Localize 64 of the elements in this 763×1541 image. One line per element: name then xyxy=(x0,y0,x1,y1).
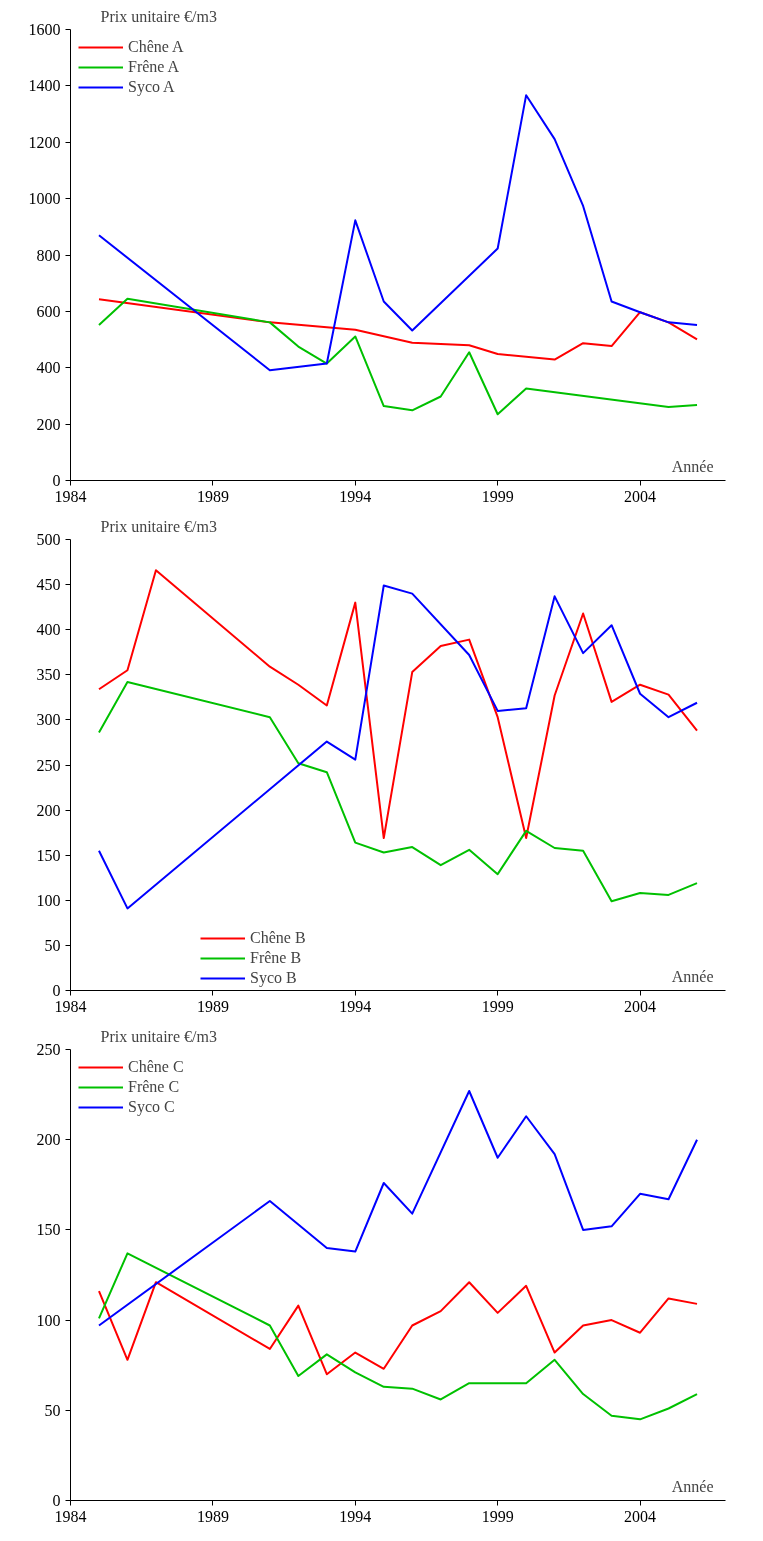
legend-label: Chêne A xyxy=(128,38,184,56)
y-tick-label: 0 xyxy=(52,472,61,489)
y-tick-label: 200 xyxy=(36,1131,61,1149)
y-tick-label: 100 xyxy=(36,891,61,909)
line-series xyxy=(97,1281,699,1376)
y-tick-label: 200 xyxy=(36,801,61,819)
y-tick-label: 1600 xyxy=(28,21,61,38)
y-tick-label: 50 xyxy=(44,1401,61,1419)
y-tick-label: 100 xyxy=(36,1311,61,1329)
x-tick-label: 1984 xyxy=(54,997,87,1015)
y-tick-label: 250 xyxy=(36,756,61,774)
x-tick-label: 1994 xyxy=(339,487,372,505)
line-series xyxy=(97,681,699,903)
legend-label: Syco B xyxy=(250,969,297,987)
y-tick-label: 200 xyxy=(36,415,61,433)
y-tick-label: 250 xyxy=(36,1041,61,1058)
y-tick-label: 400 xyxy=(36,359,61,377)
legend-label: Chêne B xyxy=(250,929,306,947)
y-tick-label: 50 xyxy=(44,936,61,954)
y-tick-label: 400 xyxy=(36,621,61,639)
y-tick-label: 150 xyxy=(36,846,61,864)
x-axis-title: Année xyxy=(671,457,714,475)
y-tick-label: 1000 xyxy=(28,190,61,208)
y-axis-title: Prix unitaire €/m3 xyxy=(100,1027,217,1045)
x-tick-label: 1989 xyxy=(196,487,229,505)
legend-label: Frêne B xyxy=(250,949,302,967)
y-tick-label: 0 xyxy=(52,1492,61,1509)
x-axis-title: Année xyxy=(671,967,714,985)
y-tick-label: 1200 xyxy=(28,133,61,151)
line-series xyxy=(97,569,699,840)
x-tick-label: 1984 xyxy=(54,1507,87,1525)
y-tick-label: 500 xyxy=(36,531,61,548)
legend-label: Frêne C xyxy=(128,1078,180,1096)
line-series xyxy=(97,297,699,416)
legend-label: Syco C xyxy=(128,1098,175,1116)
x-tick-label: 1999 xyxy=(481,997,514,1015)
y-tick-label: 350 xyxy=(36,666,61,684)
x-tick-label: 1989 xyxy=(196,997,229,1015)
x-tick-label: 1999 xyxy=(481,1507,514,1525)
legend-label: Syco A xyxy=(128,78,175,96)
y-tick-label: 1400 xyxy=(28,77,61,95)
y-tick-label: 150 xyxy=(36,1221,61,1239)
x-tick-label: 1994 xyxy=(339,1507,372,1525)
x-tick-label: 2004 xyxy=(624,487,657,505)
y-tick-label: 450 xyxy=(36,576,61,594)
line-series xyxy=(97,298,699,361)
line-series xyxy=(97,1252,699,1421)
y-tick-label: 0 xyxy=(52,982,61,999)
y-tick-label: 600 xyxy=(36,302,61,320)
y-tick-label: 800 xyxy=(36,246,61,264)
line-series xyxy=(97,584,699,910)
x-tick-label: 1999 xyxy=(481,487,514,505)
line-series xyxy=(97,94,699,372)
x-tick-label: 1994 xyxy=(339,997,372,1015)
legend-label: Chêne C xyxy=(128,1058,184,1076)
y-axis-title: Prix unitaire €/m3 xyxy=(100,517,217,535)
x-tick-label: 1984 xyxy=(54,487,87,505)
y-tick-label: 300 xyxy=(36,711,61,729)
x-tick-label: 1989 xyxy=(196,1507,229,1525)
y-axis-title: Prix unitaire €/m3 xyxy=(100,7,217,25)
x-tick-label: 2004 xyxy=(624,997,657,1015)
x-tick-label: 2004 xyxy=(624,1507,657,1525)
legend-label: Frêne A xyxy=(128,58,180,76)
x-axis-title: Année xyxy=(671,1477,714,1495)
